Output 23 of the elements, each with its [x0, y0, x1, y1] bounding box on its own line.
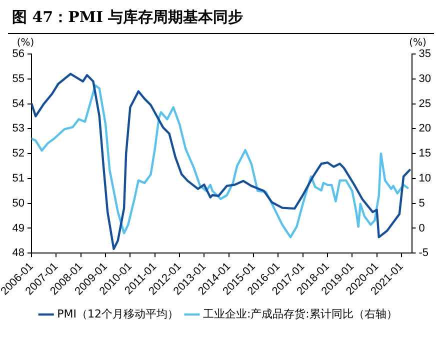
- y2-tick-label: 20: [418, 122, 432, 135]
- y2-tick-label: 5: [418, 197, 425, 210]
- y-tick-label: 53: [12, 122, 25, 135]
- y-axis-title: (%): [16, 38, 34, 49]
- y-tick-label: 50: [12, 197, 25, 210]
- y-tick-label: 51: [12, 172, 25, 184]
- y2-tick-label: 30: [418, 72, 432, 85]
- y-tick-label: 48: [12, 247, 25, 260]
- y-tick-label: 49: [12, 222, 25, 234]
- y2-tick-label: 35: [418, 48, 432, 60]
- y2-tick-label: 25: [418, 98, 432, 110]
- y2-tick-label: -5: [418, 247, 429, 260]
- y2-tick-label: 0: [418, 222, 425, 234]
- y2-tick-label: 10: [418, 172, 432, 184]
- y-tick-label: 52: [12, 148, 25, 160]
- y-tick-label: 54: [12, 98, 25, 110]
- legend-label: 工业企业:产成品存货:累计同比（右轴）: [202, 307, 398, 320]
- y2-tick-label: 15: [418, 148, 432, 160]
- chart-title: 图 47：PMI 与库存周期基本同步: [8, 8, 434, 34]
- y2-axis-title: (%): [409, 38, 427, 49]
- y-tick-label: 56: [12, 48, 25, 60]
- legend-label: PMI（12个月移动平均）: [57, 307, 178, 320]
- y-tick-label: 55: [12, 72, 25, 85]
